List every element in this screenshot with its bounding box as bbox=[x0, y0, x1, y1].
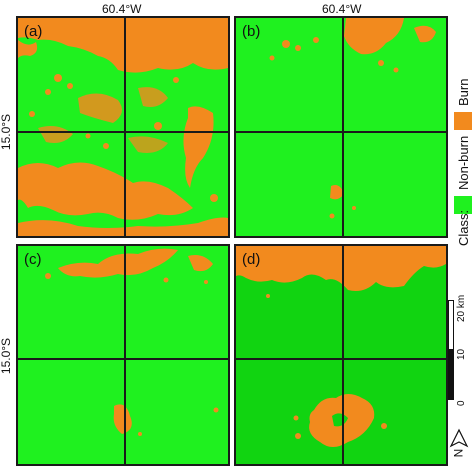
gridline-vertical bbox=[342, 246, 344, 464]
map-panel-c: (c) bbox=[16, 244, 230, 466]
longitude-label-left: 60.4°W bbox=[102, 2, 142, 16]
burn-map-a bbox=[18, 18, 228, 236]
gridline-horizontal bbox=[18, 358, 228, 360]
scale-bar: 0 10 20 km bbox=[440, 294, 474, 406]
scale-tick-10: 10 bbox=[456, 348, 467, 360]
scale-tick-20: 20 km bbox=[456, 294, 467, 322]
map-panel-b: (b) bbox=[234, 16, 448, 238]
legend-swatch-non-burn bbox=[454, 196, 472, 214]
legend-title: Class: bbox=[456, 209, 471, 246]
gridline-vertical bbox=[124, 246, 126, 464]
legend-swatch-burn bbox=[454, 112, 472, 130]
scale-segment-upper bbox=[448, 300, 454, 350]
panel-label-d: (d) bbox=[242, 251, 261, 268]
north-letter: N bbox=[451, 448, 466, 458]
scale-tick-0: 0 bbox=[456, 400, 467, 406]
north-arrow-icon: N bbox=[446, 424, 472, 464]
panel-label-b: (b) bbox=[242, 23, 261, 40]
map-panel-a: (a) bbox=[16, 16, 230, 238]
burn-map-b bbox=[236, 18, 446, 236]
legend-label-burn: Burn bbox=[456, 78, 471, 106]
gridline-vertical bbox=[342, 18, 344, 236]
burn-map-d bbox=[236, 246, 446, 464]
gridline-horizontal bbox=[236, 358, 446, 360]
scale-segment-lower bbox=[448, 350, 454, 400]
map-legend: Burn Non-burn Class: bbox=[440, 70, 474, 246]
latitude-label-top: 15.0°S bbox=[0, 113, 13, 151]
legend-label-non-burn: Non-burn bbox=[456, 135, 471, 190]
burn-map-c bbox=[18, 246, 228, 464]
gridline-horizontal bbox=[236, 131, 446, 133]
gridline-horizontal bbox=[18, 131, 228, 133]
panel-label-c: (c) bbox=[24, 251, 42, 268]
panel-label-a: (a) bbox=[24, 23, 43, 40]
gridline-vertical bbox=[124, 18, 126, 236]
latitude-label-bottom: 15.0°S bbox=[0, 337, 13, 375]
map-panel-d: (d) bbox=[234, 244, 448, 466]
longitude-label-right: 60.4°W bbox=[322, 2, 362, 16]
